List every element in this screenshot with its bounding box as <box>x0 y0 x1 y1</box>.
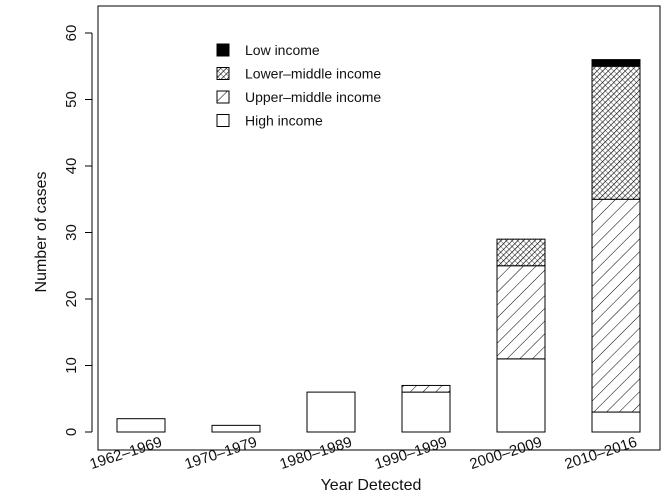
y-tick-label: 60 <box>63 25 80 42</box>
legend-swatch-lower-middle-income <box>216 67 230 80</box>
plot-frame <box>97 5 661 451</box>
y-axis: 0 10 20 30 40 50 60 <box>63 25 93 436</box>
x-tick-label: 1980–1989 <box>278 434 355 473</box>
y-tick-label: 50 <box>63 91 80 108</box>
x-axis-title: Year Detected <box>321 477 422 494</box>
x-tick-label: 2000–2009 <box>468 434 545 473</box>
y-tick-label: 30 <box>63 224 80 241</box>
y-tick-label: 20 <box>63 291 80 308</box>
legend: Low income Lower–middle income Upper–middl… <box>216 42 381 129</box>
legend-label-upper-middle-income: Upper–middle income <box>245 89 381 105</box>
y-tick-label: 10 <box>63 357 80 374</box>
bar-segment-high-income <box>306 391 356 433</box>
bar-segment-high-income <box>496 358 546 433</box>
legend-swatch-high-income <box>216 114 230 127</box>
x-tick-label: 2010–2016 <box>563 434 640 473</box>
bars-layer <box>116 59 641 433</box>
x-tick-label: 1962–1969 <box>88 434 165 473</box>
legend-label-high-income: High income <box>245 113 323 129</box>
bar-segment-high-income <box>116 418 166 433</box>
bar-segment-high-income <box>401 391 451 433</box>
bar-segment-upper-middle-income <box>591 198 641 413</box>
x-tick-label: 1990–1999 <box>373 434 450 473</box>
bar-segment-lower-middle-income <box>496 238 546 267</box>
bar-segment-high-income <box>211 424 261 433</box>
bar-segment-upper-middle-income <box>496 265 546 360</box>
y-axis-title: Number of cases <box>33 172 50 293</box>
legend-swatch-upper-middle-income <box>216 90 230 104</box>
legend-swatch-low-income <box>216 43 230 57</box>
x-axis: 1962–1969 1970–1979 1980–1989 1990–1999 2000… <box>88 434 640 473</box>
bar-segment-low-income <box>591 59 641 67</box>
bar-segment-upper-middle-income <box>401 384 451 393</box>
y-tick-label: 40 <box>63 158 80 175</box>
legend-label-lower-middle-income: Lower–middle income <box>245 66 381 82</box>
x-tick-label: 1970–1979 <box>183 434 260 473</box>
legend-label-low-income: Low income <box>245 42 320 58</box>
y-tick-label: 0 <box>63 428 80 436</box>
bar-segment-lower-middle-income <box>591 65 641 200</box>
bar-segment-high-income <box>591 411 641 433</box>
